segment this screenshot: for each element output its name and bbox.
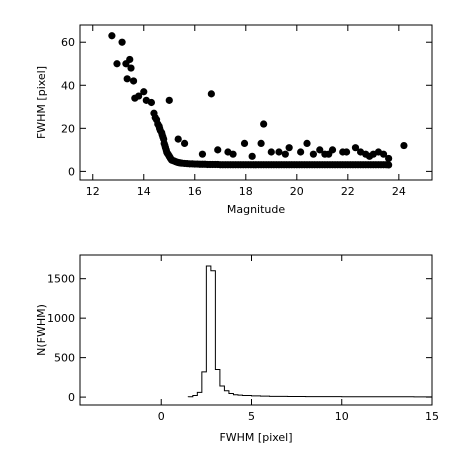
data-point (224, 148, 232, 156)
data-point (325, 150, 333, 158)
x-tick-label: 16 (188, 185, 202, 198)
data-point (379, 150, 388, 158)
data-point (309, 150, 317, 158)
x-tick-label: 5 (248, 410, 255, 423)
y-axis-label: N(FWHM) (35, 304, 48, 356)
y-tick-label: 0 (68, 165, 75, 178)
y-tick-label: 0 (68, 391, 75, 404)
data-point (351, 144, 360, 152)
data-point (140, 88, 148, 96)
x-tick-label: 0 (158, 410, 165, 423)
data-point (108, 32, 116, 40)
data-point (275, 148, 283, 156)
x-tick-label: 24 (392, 185, 406, 198)
data-point (174, 135, 182, 143)
data-point (135, 92, 143, 100)
data-point (127, 64, 135, 72)
x-axis-label: FWHM [pixel] (219, 431, 292, 444)
y-tick-label: 1500 (47, 273, 75, 286)
histogram-step-line (187, 265, 432, 398)
data-point (356, 148, 365, 156)
data-point (385, 161, 393, 169)
x-tick-label: 12 (86, 185, 100, 198)
data-point (316, 146, 324, 154)
data-point (400, 141, 408, 150)
data-point (267, 148, 275, 156)
data-point (147, 98, 156, 107)
data-point (198, 150, 207, 158)
data-point (113, 60, 121, 68)
x-tick-label: 15 (425, 410, 439, 423)
data-point (342, 148, 351, 156)
data-point (165, 96, 173, 104)
data-point (257, 139, 265, 148)
data-point (365, 152, 374, 160)
x-tick-label: 10 (335, 410, 349, 423)
data-point (214, 146, 222, 154)
x-axis-label: Magnitude (227, 203, 286, 216)
data-point (180, 139, 189, 148)
plot-frame (79, 24, 433, 181)
x-tick-label: 20 (290, 185, 304, 198)
scatter-panel: 12 14 16 18 20 22 24 0 20 40 60 Magnitude FWHM [pixe… (35, 24, 433, 216)
data-point (129, 77, 138, 85)
data-point (207, 90, 215, 98)
x-tick-label: 18 (239, 185, 253, 198)
data-point (126, 55, 134, 64)
data-point (248, 152, 256, 160)
plot-frame (79, 254, 433, 406)
data-point (285, 144, 293, 152)
histogram-panel: 0 5 10 15 0 500 1000 1500 FWHM [pixel] N(FWHM) (35, 254, 439, 444)
data-point (385, 154, 393, 163)
y-tick-label: 60 (61, 36, 75, 49)
y-tick-label: 1000 (47, 312, 75, 325)
data-point (118, 38, 126, 46)
data-point (260, 120, 268, 128)
data-point (297, 148, 305, 156)
y-tick-label: 500 (54, 352, 75, 365)
data-point (281, 150, 289, 158)
x-tick-label: 22 (341, 185, 355, 198)
x-tick-label: 14 (137, 185, 151, 198)
data-point (240, 139, 249, 148)
data-point (303, 139, 311, 148)
y-tick-label: 20 (61, 122, 75, 135)
y-tick-label: 40 (61, 79, 75, 92)
y-axis-label: FWHM [pixel] (35, 66, 48, 139)
data-point (123, 75, 131, 83)
